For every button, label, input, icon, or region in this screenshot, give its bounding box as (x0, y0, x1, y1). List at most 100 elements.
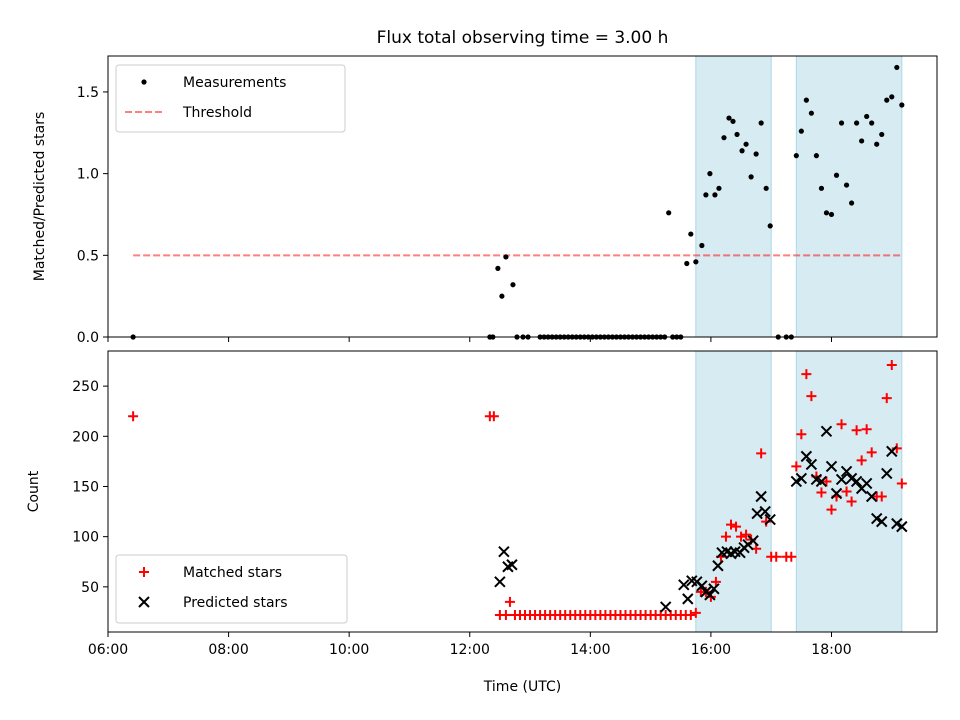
measurement-point (703, 192, 709, 198)
x-tick-label: 14:00 (570, 642, 610, 658)
measurement-point (874, 141, 880, 147)
predicted-star-point (876, 515, 888, 528)
matched-star-point (806, 391, 817, 402)
matched-star-point (500, 609, 511, 620)
ratio-axes-frame (107, 55, 938, 338)
predicted-star-point (498, 546, 510, 558)
matched-star-point (736, 531, 747, 542)
predicted-star-point (696, 580, 708, 592)
matched-stars-layer (128, 360, 907, 620)
y-tick-label: 100 (72, 530, 99, 546)
y-tick-label: 1.5 (77, 85, 99, 101)
legend-label-measurements: Measurements (183, 75, 286, 91)
measurement-point (510, 282, 516, 288)
legend-label-matched-stars: Matched stars (183, 565, 282, 581)
matched-star-point (685, 609, 696, 620)
measurement-point (899, 102, 905, 108)
matched-star-point (128, 411, 139, 422)
shaded-interval (695, 55, 772, 338)
matched-star-point (771, 551, 782, 562)
x-tick-label: 16:00 (691, 642, 731, 658)
predicted-star-point (820, 425, 833, 437)
measurement-point (716, 185, 722, 191)
count-panel: 50 100 150 200 250 06:00 08:00 10:00 12:00 14:00… (26, 350, 938, 695)
legend-cross (138, 596, 150, 608)
ratio-x-ticks (107, 337, 832, 342)
measurement-point (739, 148, 745, 154)
predicted-star-point (830, 487, 843, 500)
predicted-star-point (881, 467, 893, 480)
measurement-point (823, 210, 830, 216)
matched-star-point (690, 607, 701, 618)
y-tick-label: 200 (72, 429, 99, 445)
matched-star-point (801, 369, 812, 380)
measurement-point (813, 153, 820, 159)
predicted-star-point (896, 520, 908, 533)
measurement-point (707, 171, 713, 177)
measurement-point (793, 153, 799, 159)
predicted-star-point (506, 559, 518, 571)
matched-star-point (826, 504, 837, 515)
x-tick-label: 12:00 (450, 642, 490, 658)
count-shaded-intervals (695, 350, 903, 633)
chart-title: Flux total observing time = 3.00 h (377, 28, 669, 48)
predicted-star-point (712, 560, 724, 572)
measurement-point (743, 141, 749, 147)
legend-label-predicted-stars: Predicted stars (183, 595, 288, 611)
matched-star-point (726, 519, 737, 530)
matched-star-point (821, 476, 832, 487)
predicted-star-point (708, 583, 720, 595)
measurement-point (730, 118, 736, 124)
measurement-point (838, 120, 845, 126)
predicted-star-point (759, 505, 771, 518)
y-tick-label: 0.0 (77, 330, 99, 346)
measurement-point (869, 120, 875, 126)
matched-star-point (856, 455, 867, 466)
y-tick-label: 250 (72, 379, 99, 395)
predicted-star-point (678, 579, 690, 591)
measurement-point (894, 64, 900, 71)
matched-star-point (488, 411, 499, 422)
matched-star-point (816, 487, 827, 498)
measurement-point (767, 223, 773, 229)
predicted-star-point (751, 507, 763, 520)
predicted-star-point (682, 593, 694, 605)
legend-marker-predicted-stars (138, 596, 150, 608)
ratio-shaded-intervals (695, 55, 903, 338)
matched-star-point (866, 447, 877, 458)
measurement-point (503, 254, 509, 260)
measurement-point (848, 200, 855, 206)
measurement-point (712, 192, 718, 198)
measurement-point (758, 120, 764, 126)
measurement-point (734, 131, 740, 138)
matched-star-point (786, 551, 797, 562)
y-tick-label: 0.5 (77, 248, 99, 264)
matched-star-point (881, 393, 892, 404)
predicted-star-point (494, 576, 506, 588)
measurement-point (688, 231, 694, 237)
predicted-star-point (815, 475, 828, 488)
count-axes-frame (107, 350, 938, 633)
predicted-stars-layer (494, 425, 908, 613)
measurement-point (833, 172, 840, 178)
predicted-star-point (825, 460, 838, 473)
predicted-star-point (805, 458, 818, 471)
measurement-point (889, 94, 895, 100)
measurement-point (859, 138, 865, 144)
matched-star-point (896, 478, 907, 489)
measurement-point (699, 242, 705, 249)
y-tick-label: 1.0 (77, 167, 99, 183)
count-y-ticks: 50 100 150 200 250 (72, 379, 108, 596)
legend-label-threshold: Threshold (182, 105, 252, 121)
matched-star-point (720, 531, 731, 542)
measurement-point (684, 260, 690, 267)
measurement-point (828, 211, 835, 218)
count-legend-box (115, 554, 348, 624)
ratio-y-axis-label: Matched/Predicted stars (32, 112, 48, 282)
measurement-point (884, 97, 890, 103)
measurement-point (818, 185, 825, 191)
x-tick-label: 06:00 (88, 642, 128, 658)
x-tick-label: 08:00 (208, 642, 248, 658)
matched-star-point (846, 496, 857, 507)
